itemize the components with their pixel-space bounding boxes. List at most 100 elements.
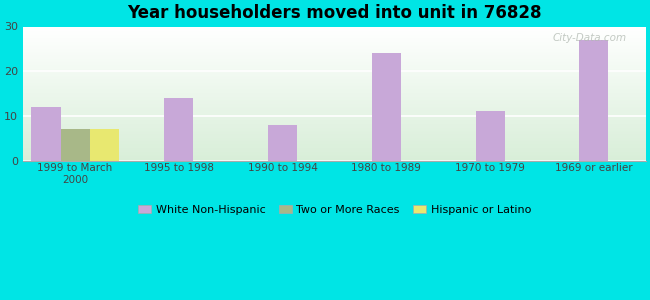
Bar [23, 42, 646, 43]
Bar [23, 81, 646, 82]
Bar [23, 83, 646, 84]
Bar [23, 61, 646, 62]
Bar [23, 105, 646, 106]
Bar [23, 98, 646, 99]
Bar [23, 28, 646, 29]
Bar [23, 106, 646, 107]
Bar [23, 118, 646, 119]
Bar [23, 120, 646, 121]
Bar [23, 149, 646, 150]
Bar [23, 115, 646, 116]
Bar [23, 40, 646, 41]
Bar [23, 147, 646, 148]
Bar [23, 74, 646, 75]
Bar [23, 41, 646, 42]
Bar [23, 89, 646, 90]
Bar [23, 107, 646, 108]
Bar [23, 112, 646, 113]
Bar [23, 97, 646, 98]
Bar [23, 84, 646, 85]
Bar [23, 76, 646, 77]
Bar [23, 119, 646, 120]
Bar [23, 48, 646, 49]
Bar [23, 62, 646, 63]
Bar [23, 103, 646, 104]
Bar [23, 137, 646, 138]
Bar [23, 73, 646, 74]
Bar [23, 151, 646, 152]
Bar [23, 65, 646, 66]
Bar [23, 53, 646, 54]
Bar [23, 138, 646, 139]
Bar [23, 31, 646, 32]
Bar [23, 116, 646, 117]
Bar [23, 142, 646, 143]
Bar [23, 29, 646, 30]
Text: City-Data.com: City-Data.com [553, 33, 627, 43]
Bar [23, 94, 646, 95]
Bar [23, 100, 646, 101]
Bar [23, 85, 646, 86]
Bar [23, 101, 646, 102]
Bar [23, 57, 646, 58]
Bar [23, 95, 646, 96]
Bar [23, 46, 646, 47]
Bar [23, 110, 646, 111]
Bar [23, 117, 646, 118]
Bar [23, 79, 646, 80]
Bar [23, 54, 646, 55]
Bar [23, 71, 646, 72]
Bar [23, 33, 646, 34]
Legend: White Non-Hispanic, Two or More Races, Hispanic or Latino: White Non-Hispanic, Two or More Races, H… [133, 200, 536, 219]
Bar [23, 56, 646, 57]
Bar [23, 32, 646, 33]
Bar [23, 82, 646, 83]
Bar [23, 67, 646, 68]
Bar [23, 69, 646, 70]
Bar [23, 26, 646, 27]
Bar [23, 150, 646, 151]
Bar [23, 128, 646, 129]
Bar [476, 111, 504, 160]
Bar [23, 92, 646, 93]
Bar [23, 145, 646, 146]
Bar [23, 27, 646, 28]
Bar [23, 140, 646, 141]
Bar [23, 157, 646, 158]
Bar [23, 80, 646, 81]
Bar [23, 49, 646, 50]
Bar [23, 44, 646, 45]
Bar [23, 125, 646, 126]
Bar [23, 63, 646, 64]
Bar [23, 30, 646, 31]
Bar [23, 34, 646, 35]
Bar [60, 129, 90, 161]
Bar [23, 135, 646, 136]
Bar [23, 52, 646, 53]
Bar [23, 108, 646, 109]
Bar [23, 134, 646, 135]
Bar [23, 75, 646, 76]
Bar [23, 156, 646, 157]
Bar [23, 129, 646, 130]
Bar [23, 64, 646, 65]
Bar [23, 72, 646, 73]
Bar [23, 78, 646, 79]
Bar [23, 136, 646, 137]
Bar [23, 59, 646, 60]
Bar [372, 53, 401, 160]
Bar [23, 113, 646, 114]
Bar [23, 86, 646, 87]
Bar [23, 111, 646, 112]
Bar [23, 153, 646, 154]
Bar [23, 36, 646, 37]
Bar [23, 146, 646, 147]
Bar [23, 133, 646, 134]
Bar [23, 96, 646, 97]
Bar [90, 129, 119, 161]
Bar [23, 60, 646, 61]
Bar [23, 40, 646, 41]
Bar [23, 55, 646, 56]
Bar [23, 68, 646, 69]
Bar [23, 45, 646, 46]
